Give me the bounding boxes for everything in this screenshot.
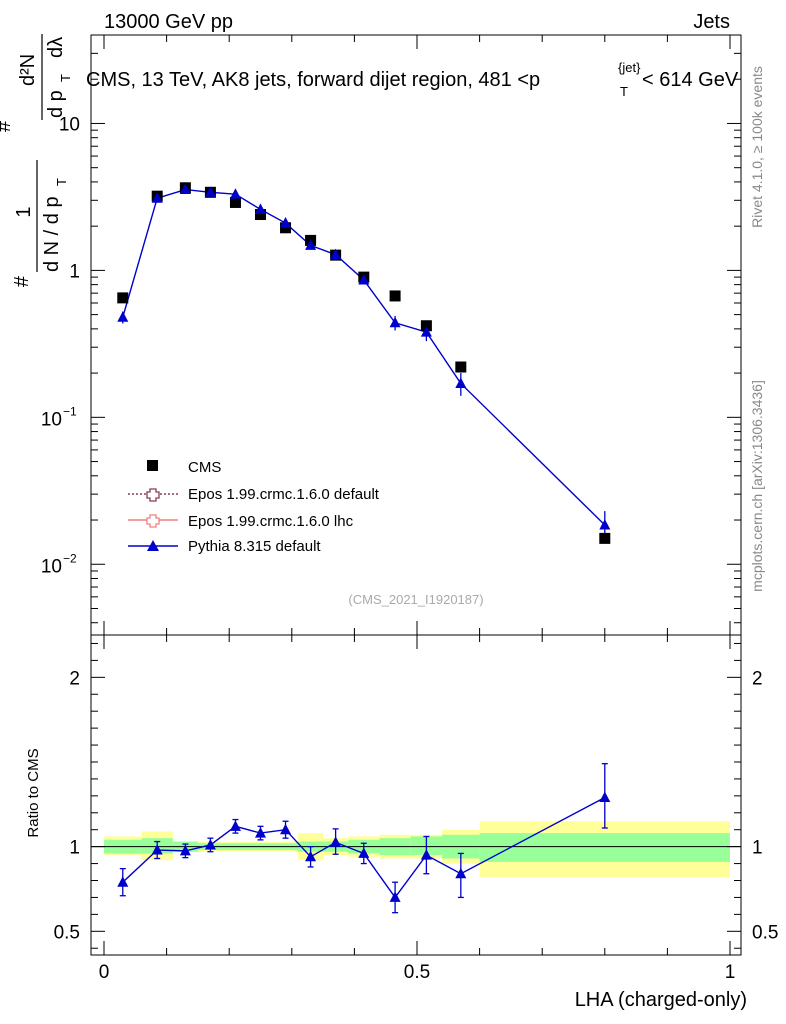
ratio-data-point [151, 844, 163, 855]
x-tick-label: 1 [725, 962, 736, 983]
legend-entry-pythia: Pythia 8.315 default [128, 538, 321, 555]
cms-data-point [117, 292, 129, 304]
legend: CMS Epos 1.99.crmc.1.6.0 default Epos 1.… [128, 459, 380, 555]
x-tick-label: 0 [99, 962, 110, 983]
pythia-data-point [280, 217, 292, 228]
ratio-y-tick-label: 2 [69, 668, 80, 689]
pythia-data-point [305, 239, 317, 250]
legend-marker-cms [147, 460, 158, 471]
legend-label-pythia: Pythia 8.315 default [188, 538, 321, 555]
pythia-data-point [389, 316, 401, 328]
y-tick-label-exponent: −1 [63, 404, 77, 418]
ratio-data-point [117, 876, 129, 887]
y-label-dn-dpt-subscript: T [54, 178, 69, 186]
rivet-version-text: Rivet 4.1.0, ≥ 100k events [749, 66, 765, 228]
pythia-data-point [330, 248, 342, 260]
legend-marker-epos-lhc [146, 514, 160, 528]
y-label-dn-dpt: d N / d p [41, 196, 63, 272]
y-tick-label: 10 [59, 114, 80, 135]
plot-title-end: < 614 GeV [642, 69, 739, 91]
ratio-data-point [358, 847, 370, 858]
plot-title-superscript: {jet} [618, 60, 641, 75]
header-category: Jets [693, 11, 730, 33]
y-label-dpt: d p [45, 90, 67, 118]
ratio-pythia-line [122, 796, 606, 899]
ratio-y-tick-label-right: 0.5 [752, 922, 778, 943]
pythia-data-point [255, 203, 266, 214]
legend-marker-epos-default [146, 488, 160, 502]
ratio-y-tick-label: 1 [69, 838, 80, 859]
ratio-data-point [255, 827, 266, 838]
mcplots-reference-text: mcplots.cern.ch [arXiv:1306.3436] [749, 380, 765, 592]
pythia-data-point [204, 186, 216, 197]
x-axis-label: LHA (charged-only) [575, 989, 747, 1011]
analysis-watermark: (CMS_2021_I1920187) [348, 592, 483, 607]
y-label-one: 1 [13, 206, 35, 217]
ratio-series [117, 763, 611, 914]
pythia-data-point [358, 274, 370, 285]
ratio-data-point [420, 849, 432, 860]
legend-marker-pythia [147, 540, 159, 551]
y-tick-label: 1 [69, 261, 80, 282]
legend-label-cms: CMS [188, 459, 221, 476]
ratio-y-tick-label-right: 2 [752, 668, 763, 689]
cms-data-point [455, 361, 467, 373]
pythia-data-point [117, 311, 129, 322]
ratio-y-tick-label-right: 1 [752, 838, 763, 859]
ratio-data-point [229, 820, 241, 831]
ratio-plot-frame [90, 634, 742, 956]
data-series [117, 182, 611, 544]
y-label-d2n: d²N [17, 54, 39, 86]
legend-entry-epos-lhc: Epos 1.99.crmc.1.6.0 lhc [128, 513, 354, 530]
ratio-data-point [455, 867, 467, 879]
y-tick-label: 10 [41, 409, 62, 430]
cms-data-point [255, 209, 266, 221]
legend-label-epos-lhc: Epos 1.99.crmc.1.6.0 lhc [188, 513, 354, 530]
y-axis-label: # 1 d N / d p T # d²N d p T dλ [0, 34, 73, 287]
header-energy: 13000 GeV pp [104, 11, 233, 33]
ratio-data-point [330, 836, 342, 847]
cms-data-point [599, 532, 611, 544]
y-label-dpt-subscript: T [58, 74, 73, 82]
legend-entry-cms: CMS [147, 459, 221, 476]
ratio-y-axis-label: Ratio to CMS [25, 748, 42, 837]
y-label-hash-1: # [11, 275, 33, 287]
ratio-data-point [599, 791, 611, 803]
cms-data-point [280, 222, 292, 234]
plot-title: CMS, 13 TeV, AK8 jets, forward dijet reg… [86, 60, 739, 99]
pythia-data-point [455, 377, 467, 388]
y-tick-label: 10 [41, 556, 62, 577]
cms-data-point [420, 320, 432, 332]
ratio-data-point [305, 850, 317, 862]
plot-title-main: CMS, 13 TeV, AK8 jets, forward dijet reg… [86, 69, 540, 91]
ratio-data-point [280, 823, 292, 835]
pythia-data-point [229, 188, 241, 199]
plot-title-subscript: T [620, 84, 628, 99]
pythia-data-point [179, 183, 191, 195]
y-tick-label-exponent: −2 [63, 551, 77, 565]
pythia-data-point [599, 518, 611, 530]
ratio-data-point [179, 844, 191, 856]
pythia-data-point [420, 326, 432, 337]
y-label-hash-2: # [0, 120, 15, 132]
cms-data-point [229, 196, 241, 208]
ratio-data-point [204, 838, 216, 850]
x-tick-label: 0.5 [404, 962, 430, 983]
cms-data-point [389, 290, 401, 302]
ratio-data-point [389, 891, 401, 902]
legend-label-epos-default: Epos 1.99.crmc.1.6.0 default [188, 486, 380, 503]
y-label-dlambda: dλ [45, 37, 67, 58]
ratio-band-green [479, 833, 730, 862]
ratio-y-tick-label: 0.5 [54, 922, 80, 943]
pythia-data-point [151, 192, 163, 203]
legend-entry-epos-default: Epos 1.99.crmc.1.6.0 default [128, 486, 380, 503]
